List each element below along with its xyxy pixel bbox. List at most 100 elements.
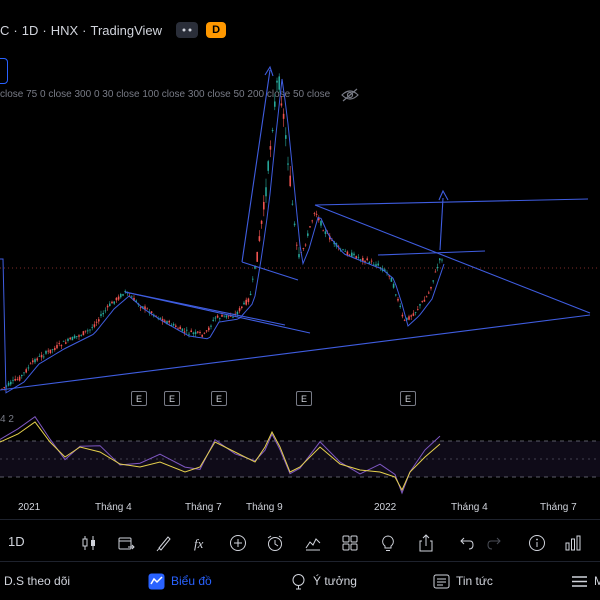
nav-ideas[interactable]: Ý tưởng	[289, 566, 357, 596]
candle	[293, 221, 296, 227]
candle	[267, 159, 269, 175]
candle	[373, 262, 375, 266]
candle	[421, 300, 423, 303]
fx-icon[interactable]: fx	[190, 532, 212, 554]
candle	[287, 156, 289, 171]
candle	[18, 375, 21, 382]
candle	[177, 326, 179, 330]
share-icon[interactable]	[415, 532, 437, 554]
candle	[146, 307, 148, 310]
trendline[interactable]	[124, 291, 286, 326]
nav-chart-label: Biểu đồ	[171, 574, 212, 588]
x-axis-label: 2021	[18, 502, 41, 513]
candle	[388, 275, 390, 280]
candle	[412, 310, 415, 317]
interval-button[interactable]: 1D	[8, 534, 25, 549]
alarm-icon[interactable]	[264, 532, 286, 554]
brush-icon[interactable]	[153, 532, 175, 554]
nav-chart[interactable]: Biểu đồ	[147, 566, 212, 596]
candle	[144, 304, 146, 313]
candle	[214, 315, 217, 322]
candle	[256, 251, 258, 263]
interval-label[interactable]: 1D	[21, 22, 39, 38]
candle	[320, 220, 322, 228]
trendline[interactable]	[314, 198, 589, 206]
candles-icon[interactable]	[78, 532, 100, 554]
nav-news-label: Tin tức	[456, 574, 493, 588]
nav-menu[interactable]: M	[570, 566, 600, 596]
candle	[56, 341, 58, 350]
plus-icon[interactable]	[227, 532, 249, 554]
candle	[296, 242, 298, 250]
trendline[interactable]	[439, 197, 444, 251]
candle	[23, 372, 25, 376]
exchange-label: HNX	[50, 22, 79, 38]
candle	[395, 294, 397, 297]
candle	[243, 300, 245, 306]
candle	[357, 254, 360, 261]
candle	[205, 329, 208, 333]
rsi-legend[interactable]: 4 2	[0, 414, 14, 425]
ma-legend[interactable]: close 75 0 close 300 0 30 close 100 clos…	[0, 89, 331, 100]
replay-icon[interactable]	[115, 532, 137, 554]
layout-grid-icon[interactable]	[339, 532, 361, 554]
candle	[111, 300, 113, 304]
candle	[210, 324, 212, 330]
candle	[45, 349, 47, 355]
candle	[73, 334, 76, 339]
undo-icon[interactable]	[455, 532, 477, 554]
candle	[76, 336, 78, 340]
earnings-marker[interactable]: E	[296, 391, 312, 406]
bar-chart-icon[interactable]	[302, 532, 324, 554]
candle	[62, 340, 65, 342]
candle	[247, 297, 250, 305]
trendline[interactable]	[377, 250, 486, 256]
chart-header[interactable]: C · 1D · HNX · TradingView D	[0, 16, 230, 44]
trendline[interactable]	[0, 314, 591, 391]
trendline[interactable]	[314, 204, 591, 314]
candle	[362, 255, 364, 265]
candle	[98, 317, 100, 325]
candle	[324, 229, 327, 238]
delayed-badge[interactable]: D	[206, 22, 227, 38]
earnings-marker[interactable]: E	[164, 391, 180, 406]
nav-divider	[0, 561, 600, 562]
earnings-marker[interactable]: E	[131, 391, 147, 406]
candle	[115, 297, 118, 303]
idea-bulb-icon[interactable]	[377, 532, 399, 554]
separator: ·	[42, 22, 47, 38]
candle	[423, 296, 426, 302]
trendline[interactable]	[241, 261, 299, 281]
trendline[interactable]	[241, 69, 271, 263]
candle	[410, 314, 412, 321]
nav-watchlist[interactable]: D.S theo dõi	[4, 566, 70, 596]
earnings-marker[interactable]: E	[211, 391, 227, 406]
symbol-name[interactable]: C	[0, 22, 10, 38]
candle	[302, 247, 305, 252]
candle	[159, 317, 162, 320]
moving-average-layer	[0, 78, 445, 394]
candle	[403, 318, 406, 322]
dots-badge[interactable]	[176, 22, 199, 38]
earnings-marker[interactable]: E	[400, 391, 416, 406]
redo-icon[interactable]	[484, 532, 506, 554]
candle	[201, 334, 203, 339]
candle	[252, 276, 254, 283]
candle	[432, 280, 434, 284]
info-icon[interactable]	[526, 532, 548, 554]
candle	[93, 321, 96, 329]
legend-collapse-button[interactable]	[0, 58, 8, 84]
eye-off-icon[interactable]	[341, 88, 359, 102]
chart-type-icon[interactable]	[562, 532, 584, 554]
candle	[51, 348, 54, 354]
candle	[351, 249, 353, 258]
candle	[203, 332, 206, 335]
nav-news[interactable]: Tin tức	[432, 566, 493, 596]
candle	[34, 357, 36, 365]
candle	[307, 230, 309, 238]
candle	[212, 317, 214, 322]
candle	[38, 353, 41, 357]
candle	[40, 351, 43, 361]
candle	[241, 306, 243, 310]
